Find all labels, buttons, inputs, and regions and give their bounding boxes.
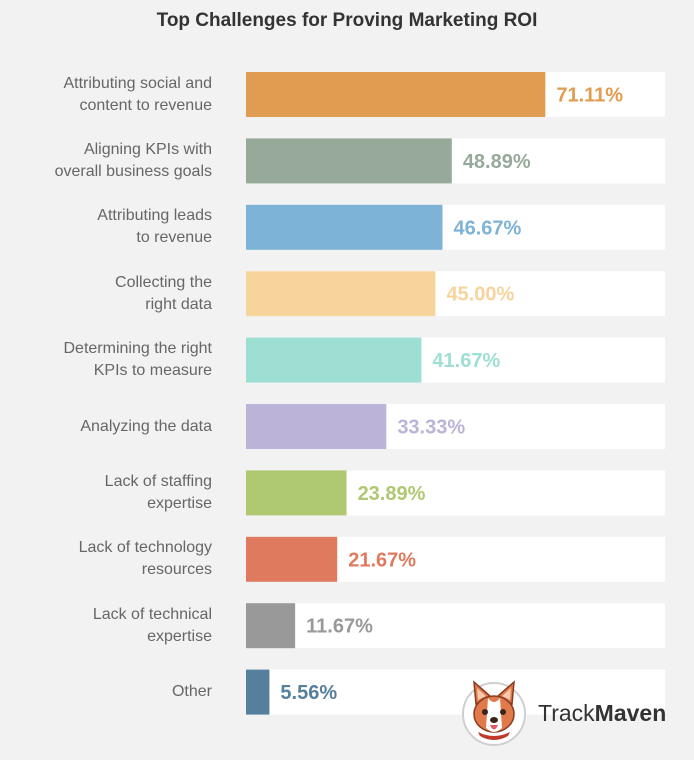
category-label: Lack of technology resources — [10, 537, 212, 581]
category-label-line: Determining the right — [63, 340, 212, 358]
bar — [246, 337, 422, 383]
category-label: Lack of staffing expertise — [10, 471, 212, 515]
category-label-line: overall business goals — [54, 162, 212, 180]
value-label: 5.56% — [280, 682, 337, 704]
category-label-line: KPIs to measure — [93, 362, 212, 380]
category-label-line: content to revenue — [79, 96, 212, 114]
category-label: Collecting the right data — [10, 272, 212, 316]
category-label-line: Aligning KPIs with — [83, 140, 212, 158]
category-label: Lack of technical expertise — [10, 604, 212, 648]
value-label: 23.89% — [358, 483, 426, 505]
category-label-line: Other — [171, 683, 212, 701]
trackmaven-logo: TrackMaven — [462, 678, 692, 748]
value-label: 21.67% — [348, 549, 416, 571]
category-label-line: Attributing leads — [97, 207, 212, 225]
category-label-line: resources — [141, 561, 212, 579]
category-label-line: right data — [145, 295, 212, 313]
value-label: 71.11% — [556, 85, 623, 107]
brand-name: TrackMaven — [538, 700, 667, 726]
value-label: 41.67% — [432, 350, 500, 372]
category-label: Determining the right KPIs to measure — [10, 338, 212, 382]
category-label-line: Lack of technical — [92, 605, 212, 623]
category-label: Other — [10, 681, 212, 703]
corgi-mascot-icon — [462, 680, 526, 746]
bar — [246, 138, 452, 184]
category-label-line: expertise — [147, 494, 212, 512]
bar-track — [246, 669, 665, 715]
category-label: Attributing leads to revenue — [10, 205, 212, 249]
bar — [246, 669, 270, 715]
bar — [246, 72, 546, 117]
value-label: 45.00% — [446, 284, 514, 306]
bar — [246, 603, 296, 649]
bar — [246, 470, 347, 516]
category-label-line: Collecting the — [115, 273, 212, 291]
category-label-line: Lack of technology — [78, 539, 212, 557]
bar-track — [246, 603, 665, 649]
category-label-line: expertise — [147, 627, 212, 645]
bar — [246, 536, 338, 582]
value-label: 11.67% — [306, 616, 373, 638]
value-label: 48.89% — [463, 151, 531, 173]
category-label: Aligning KPIs with overall business goals — [10, 139, 212, 183]
bar — [246, 204, 443, 250]
bar — [246, 271, 436, 317]
value-label: 46.67% — [453, 217, 521, 239]
category-label-line: to revenue — [136, 229, 212, 247]
category-label-line: Lack of staffing — [104, 472, 212, 490]
category-label-line: Attributing social and — [63, 74, 212, 92]
category-label: Attributing social and content to revenue — [10, 73, 212, 117]
value-label: 33.33% — [397, 417, 465, 439]
bar — [246, 404, 387, 449]
category-label-line: Analyzing the data — [80, 417, 212, 435]
category-label: Analyzing the data — [10, 416, 212, 438]
chart-title: Top Challenges for Proving Marketing ROI — [156, 10, 538, 31]
